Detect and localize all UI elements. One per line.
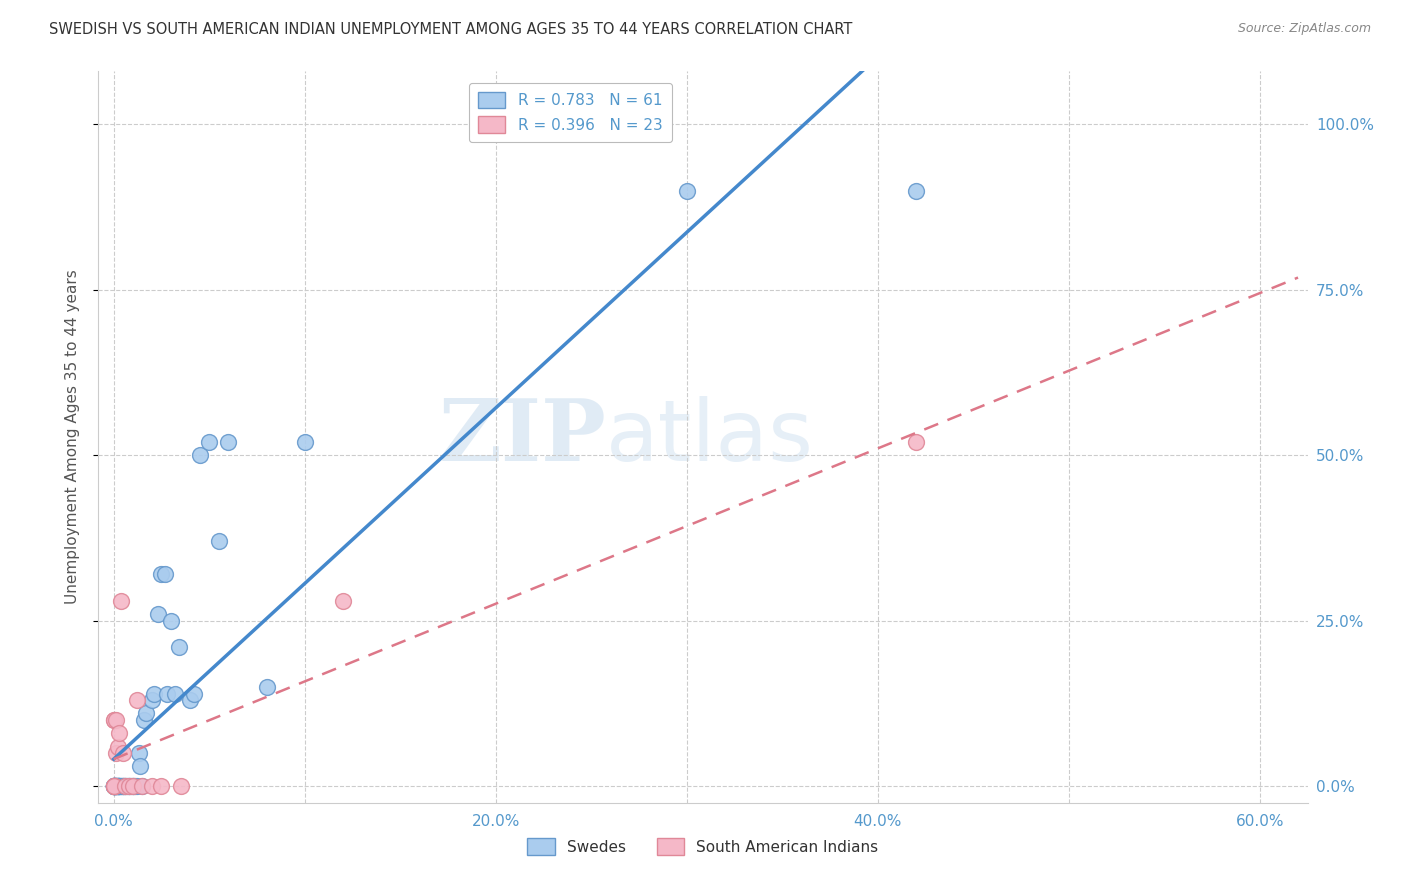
Point bbox=[115, 779, 138, 793]
Point bbox=[131, 779, 153, 793]
Point bbox=[904, 435, 927, 450]
Point bbox=[160, 614, 183, 628]
Legend: Swedes, South American Indians: Swedes, South American Indians bbox=[522, 832, 884, 861]
Point bbox=[217, 435, 239, 450]
Point bbox=[110, 594, 132, 608]
Point bbox=[103, 779, 125, 793]
Point bbox=[150, 779, 173, 793]
Point bbox=[141, 779, 163, 793]
Text: ZIP: ZIP bbox=[439, 395, 606, 479]
Point bbox=[675, 184, 697, 198]
Point bbox=[114, 779, 136, 793]
Point bbox=[103, 779, 125, 793]
Text: atlas: atlas bbox=[606, 395, 814, 479]
Point bbox=[135, 706, 157, 721]
Y-axis label: Unemployment Among Ages 35 to 44 years: Unemployment Among Ages 35 to 44 years bbox=[65, 269, 80, 605]
Point bbox=[103, 779, 125, 793]
Text: SWEDISH VS SOUTH AMERICAN INDIAN UNEMPLOYMENT AMONG AGES 35 TO 44 YEARS CORRELAT: SWEDISH VS SOUTH AMERICAN INDIAN UNEMPLO… bbox=[49, 22, 852, 37]
Point bbox=[104, 779, 127, 793]
Point bbox=[103, 779, 125, 793]
Point bbox=[118, 779, 141, 793]
Point bbox=[112, 746, 135, 760]
Point bbox=[103, 713, 125, 727]
Point bbox=[110, 779, 132, 793]
Point bbox=[118, 779, 141, 793]
Point bbox=[107, 739, 129, 754]
Point bbox=[150, 567, 173, 582]
Point bbox=[118, 779, 141, 793]
Point bbox=[104, 779, 127, 793]
Point bbox=[103, 779, 125, 793]
Point bbox=[198, 435, 221, 450]
Point bbox=[156, 687, 179, 701]
Point bbox=[904, 184, 927, 198]
Point bbox=[183, 687, 205, 701]
Point bbox=[107, 779, 129, 793]
Point bbox=[107, 779, 129, 793]
Point bbox=[103, 779, 125, 793]
Point bbox=[110, 779, 132, 793]
Point bbox=[120, 779, 142, 793]
Point bbox=[103, 779, 125, 793]
Point bbox=[124, 779, 146, 793]
Point bbox=[294, 435, 316, 450]
Point bbox=[103, 779, 125, 793]
Point bbox=[121, 779, 143, 793]
Point bbox=[134, 713, 156, 727]
Point bbox=[169, 779, 191, 793]
Point bbox=[332, 594, 354, 608]
Point bbox=[108, 779, 131, 793]
Point bbox=[108, 779, 131, 793]
Point bbox=[125, 779, 148, 793]
Point bbox=[103, 779, 125, 793]
Point bbox=[107, 779, 129, 793]
Text: Source: ZipAtlas.com: Source: ZipAtlas.com bbox=[1237, 22, 1371, 36]
Point bbox=[112, 779, 135, 793]
Point bbox=[256, 680, 278, 694]
Point bbox=[146, 607, 169, 622]
Point bbox=[112, 779, 135, 793]
Point bbox=[103, 779, 125, 793]
Point bbox=[103, 779, 125, 793]
Point bbox=[104, 779, 127, 793]
Point bbox=[103, 779, 125, 793]
Point bbox=[121, 779, 143, 793]
Point bbox=[179, 693, 201, 707]
Point bbox=[103, 713, 125, 727]
Point bbox=[188, 448, 211, 462]
Point bbox=[163, 687, 186, 701]
Point bbox=[125, 693, 148, 707]
Point bbox=[103, 779, 125, 793]
Point bbox=[155, 567, 177, 582]
Point bbox=[104, 713, 127, 727]
Point bbox=[114, 779, 136, 793]
Point bbox=[104, 746, 127, 760]
Point bbox=[167, 640, 190, 655]
Point bbox=[129, 759, 152, 773]
Point bbox=[112, 779, 135, 793]
Point bbox=[208, 534, 231, 549]
Point bbox=[108, 779, 131, 793]
Point bbox=[104, 779, 127, 793]
Point bbox=[108, 726, 131, 740]
Point bbox=[141, 693, 163, 707]
Point bbox=[114, 779, 136, 793]
Point bbox=[103, 779, 125, 793]
Point bbox=[128, 746, 150, 760]
Point bbox=[121, 779, 143, 793]
Point bbox=[142, 687, 165, 701]
Point bbox=[103, 779, 125, 793]
Point bbox=[107, 779, 129, 793]
Point bbox=[131, 779, 153, 793]
Point bbox=[104, 779, 127, 793]
